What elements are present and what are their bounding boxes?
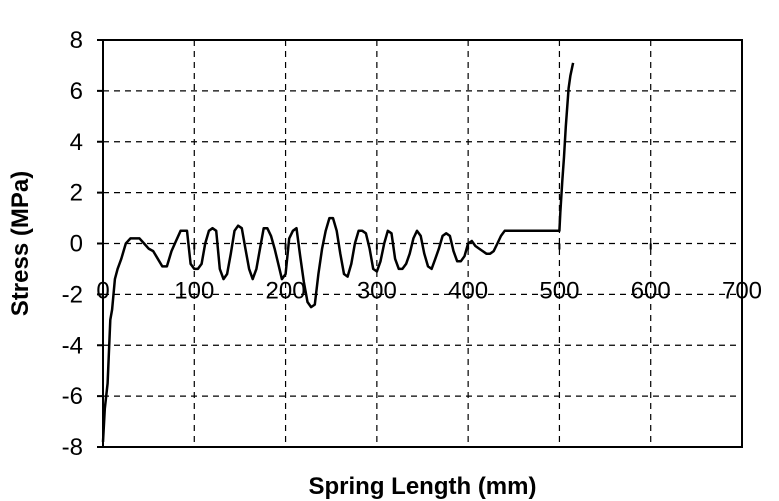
x-tick-label: 300 [357, 278, 397, 305]
x-tick-label: 700 [722, 278, 762, 305]
y-tick-labels: -8 -6 -4 -2 0 2 4 6 8 [62, 27, 83, 461]
y-tick-label: 8 [70, 27, 83, 54]
x-tick-label: 200 [266, 278, 306, 305]
y-tick-label: 2 [70, 180, 83, 207]
x-axis-title: Spring Length (mm) [309, 473, 537, 500]
y-tick-label: 6 [70, 78, 83, 105]
x-tick-label: 400 [448, 278, 488, 305]
x-tick-label: 0 [96, 278, 109, 305]
y-tick-label: -4 [62, 332, 83, 359]
x-tick-label: 600 [631, 278, 671, 305]
x-tick-labels: 0 100 200 300 400 500 600 700 [96, 278, 762, 305]
y-tick-label: -2 [62, 281, 83, 308]
y-tick-label: 4 [70, 129, 83, 156]
tick-marks [97, 39, 743, 448]
y-tick-label: -6 [62, 383, 83, 410]
y-axis-title: Stress (MPa) [7, 171, 34, 316]
x-tick-label: 500 [539, 278, 579, 305]
x-tick-label: 100 [174, 278, 214, 305]
y-tick-label: -8 [62, 434, 83, 461]
stress-series-line [101, 62, 575, 442]
y-tick-label: 0 [70, 231, 83, 258]
